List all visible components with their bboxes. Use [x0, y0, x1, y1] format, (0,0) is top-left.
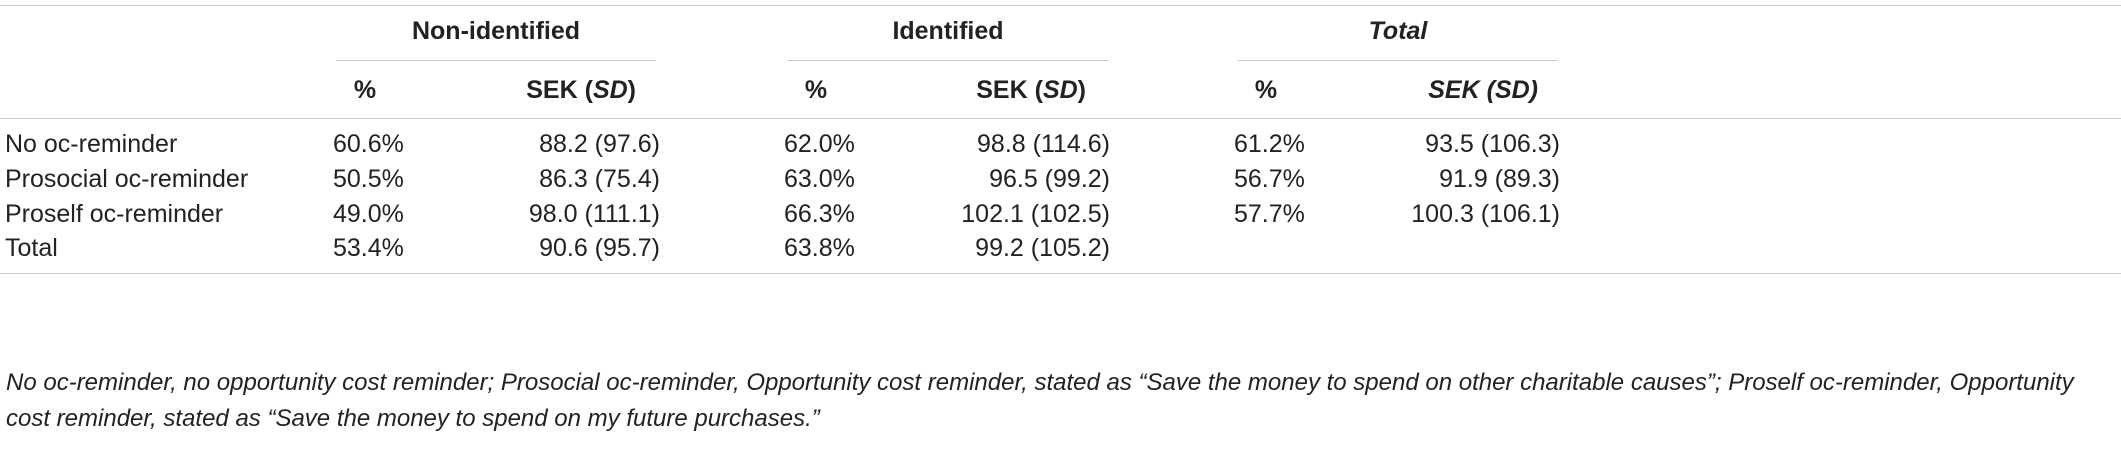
cell-identified-sek: 96.5 (99.2)	[989, 165, 1110, 193]
cell-total-sek: 100.3 (106.1)	[1411, 200, 1560, 228]
subheader-sek-sd: SD	[1494, 76, 1530, 104]
cell-total-pct: 57.7%	[1234, 200, 1305, 228]
cell-non-identified-sek: 86.3 (75.4)	[539, 165, 660, 193]
row-label-proself-oc-reminder: Proself oc-reminder	[5, 200, 224, 228]
subheader-sek-prefix: SEK (	[976, 76, 1043, 104]
subheader-sek-identified: SEK (SD)	[890, 75, 1086, 105]
cell-non-identified-sek: 98.0 (111.1)	[528, 200, 660, 228]
group-rule-identified	[788, 60, 1108, 61]
group-rule-non-identified	[336, 60, 656, 61]
subheader-sek-suffix: )	[627, 76, 636, 104]
cell-identified-sek: 102.1 (102.5)	[961, 200, 1110, 228]
group-header-total: Total	[1368, 17, 1428, 45]
cell-identified-pct: 62.0%	[784, 130, 855, 158]
cell-identified-sek: 98.8 (114.6)	[977, 130, 1110, 158]
cell-identified-pct: 63.8%	[784, 234, 855, 262]
row-label-no-oc-reminder: No oc-reminder	[5, 130, 178, 158]
subheader-sek-suffix: )	[1529, 76, 1538, 104]
cell-non-identified-pct: 53.4%	[333, 234, 404, 262]
subheader-pct-total: %	[1254, 76, 1278, 104]
cell-identified-pct: 63.0%	[784, 165, 855, 193]
table-top-rule	[0, 5, 2121, 6]
subheader-sek-suffix: )	[1077, 76, 1086, 104]
cell-non-identified-pct: 60.6%	[333, 130, 404, 158]
cell-non-identified-pct: 50.5%	[333, 165, 404, 193]
subheader-sek-total: SEK (SD)	[1338, 75, 1538, 105]
subheader-sek-sd: SD	[592, 76, 628, 104]
group-rule-total	[1238, 60, 1558, 61]
cell-total-sek: 91.9 (89.3)	[1439, 165, 1560, 193]
subheader-pct-non-identified: %	[353, 76, 377, 104]
group-header-identified: Identified	[892, 17, 1004, 45]
cell-identified-pct: 66.3%	[784, 200, 855, 228]
subheader-sek-prefix: SEK (	[526, 76, 593, 104]
table-bottom-rule	[0, 273, 2121, 274]
cell-identified-sek: 99.2 (105.2)	[975, 234, 1110, 262]
cell-total-pct: 56.7%	[1234, 165, 1305, 193]
header-bottom-rule	[0, 118, 2121, 119]
subheader-sek-sd: SD	[1042, 76, 1078, 104]
subheader-pct-identified: %	[804, 76, 828, 104]
subheader-sek-prefix: SEK (	[1428, 76, 1495, 104]
cell-non-identified-sek: 88.2 (97.6)	[539, 130, 660, 158]
cell-non-identified-pct: 49.0%	[333, 200, 404, 228]
cell-total-pct: 61.2%	[1234, 130, 1305, 158]
subheader-sek-non-identified: SEK (SD)	[440, 75, 636, 105]
cell-total-sek: 93.5 (106.3)	[1425, 130, 1560, 158]
group-header-non-identified: Non-identified	[411, 17, 581, 45]
table-footnote: No oc-reminder, no opportunity cost remi…	[6, 369, 2074, 432]
row-label-prosocial-oc-reminder: Prosocial oc-reminder	[5, 165, 249, 193]
row-label-total: Total	[5, 234, 58, 262]
cell-non-identified-sek: 90.6 (95.7)	[539, 234, 660, 262]
